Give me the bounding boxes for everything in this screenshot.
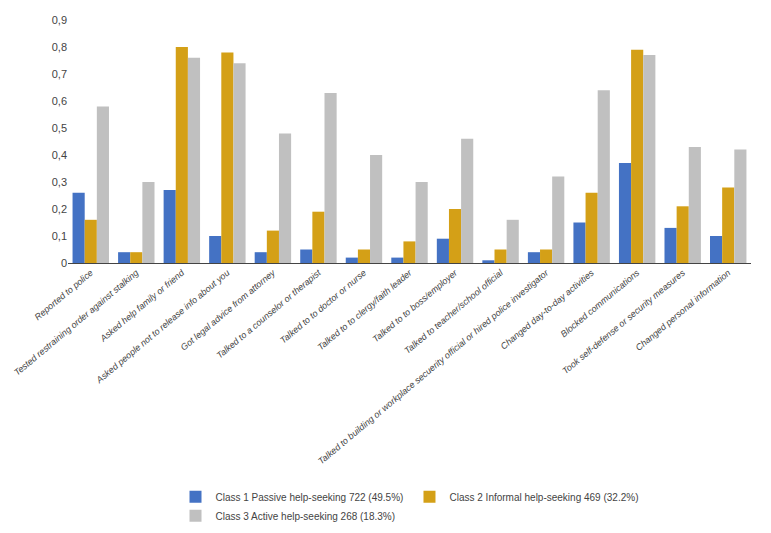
svg-text:Class 1 Passive help-seeking 7: Class 1 Passive help-seeking 722 (49.5%)	[216, 492, 404, 503]
svg-text:Asked people not to release in: Asked people not to release info about y…	[94, 268, 232, 386]
svg-text:0,3: 0,3	[52, 176, 67, 188]
svg-text:0,4: 0,4	[52, 149, 67, 161]
svg-text:0,9: 0,9	[52, 14, 67, 26]
svg-text:Tested restraining order again: Tested restraining order against stalkin…	[12, 268, 140, 378]
svg-text:0,2: 0,2	[52, 203, 67, 215]
svg-text:Asked help family or friend: Asked help family or friend	[98, 267, 187, 344]
svg-text:0,8: 0,8	[52, 41, 67, 53]
svg-text:Took self-defense or security: Took self-defense or security measures	[560, 267, 687, 376]
svg-text:0,1: 0,1	[52, 230, 67, 242]
svg-text:Changed day-to-day activities: Changed day-to-day activities	[499, 267, 597, 351]
svg-text:Blocked communications: Blocked communications	[559, 267, 642, 339]
svg-text:Class 3 Active help-seeking 26: Class 3 Active help-seeking 268 (18.3%)	[216, 511, 396, 522]
svg-text:Talked to a counselor or thera: Talked to a counselor or therapist	[214, 267, 322, 360]
svg-text:Talked to to doctor or nurse: Talked to to doctor or nurse	[278, 268, 368, 346]
svg-text:0,6: 0,6	[52, 95, 67, 107]
svg-text:Talked to to boss/employer: Talked to to boss/employer	[371, 267, 460, 344]
svg-text:0,7: 0,7	[52, 68, 67, 80]
svg-text:Changed personal information: Changed personal information	[634, 268, 733, 353]
svg-text:Got legal advice from attorney: Got legal advice from attorney	[179, 267, 278, 352]
svg-text:Talked to teacher/school offic: Talked to teacher/school official	[402, 267, 505, 356]
svg-text:0,5: 0,5	[52, 122, 67, 134]
svg-text:Reported to police: Reported to police	[33, 268, 95, 323]
svg-text:Talked to building or workplac: Talked to building or workplace secuerit…	[316, 267, 551, 466]
svg-text:0: 0	[61, 257, 67, 269]
svg-text:Talked to to clergy/faith lead: Talked to to clergy/faith leader	[316, 267, 415, 352]
svg-text:Class 2 Informal help-seeking: Class 2 Informal help-seeking 469 (32.2%…	[449, 492, 638, 503]
